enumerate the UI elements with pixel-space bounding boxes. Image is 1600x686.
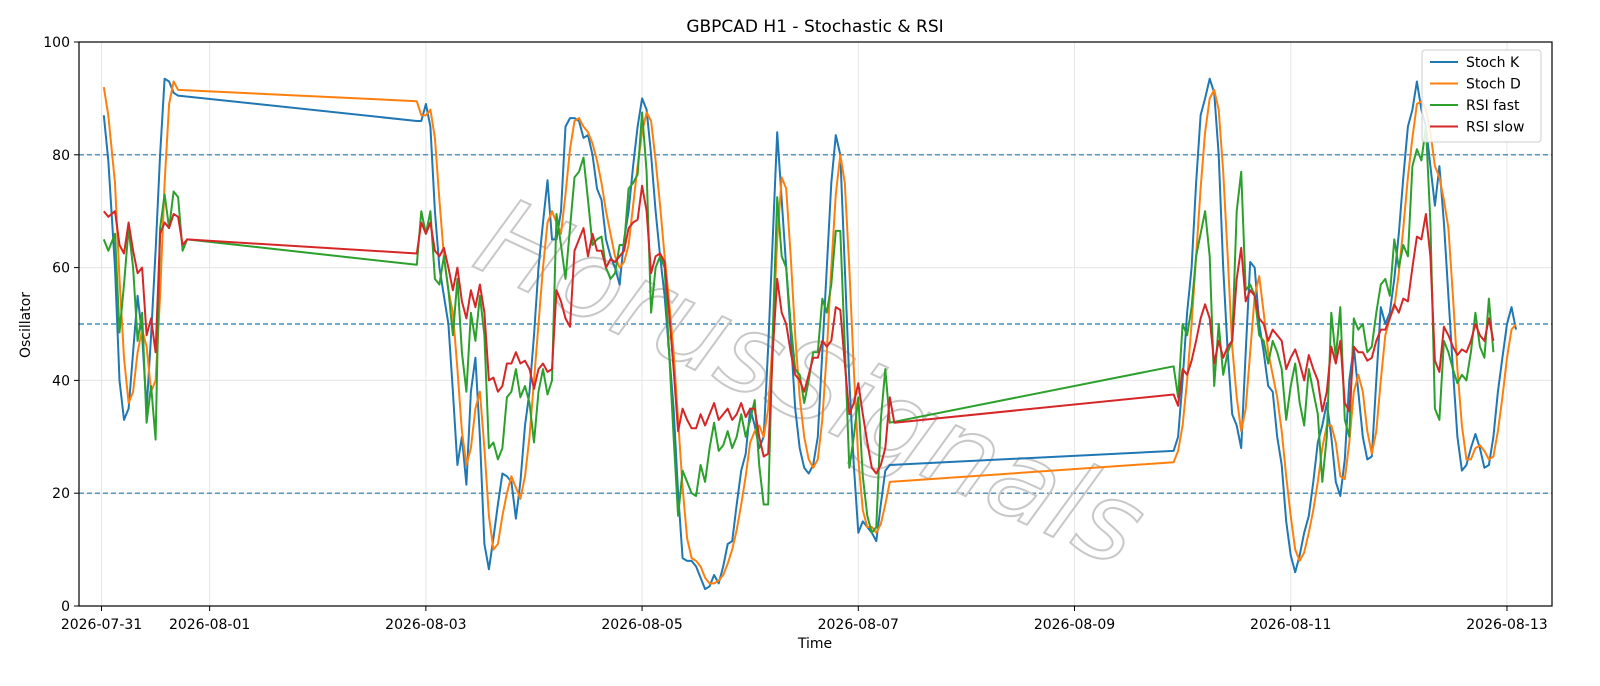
- x-tick-label: 2026-08-01: [169, 617, 250, 633]
- series-line: [103, 184, 1495, 475]
- x-tick-label: 2026-08-13: [1466, 617, 1547, 633]
- legend-label: Stoch D: [1466, 77, 1521, 93]
- x-tick-label: 2026-07-31: [61, 617, 142, 633]
- y-tick-label: 60: [52, 261, 70, 277]
- y-axis-ticks: 0 20 40 60 80 100: [43, 35, 79, 615]
- x-axis-ticks: 2026-07-31 2026-08-01 2026-08-03 2026-08-05…: [61, 606, 1548, 633]
- x-axis-label: Time: [797, 636, 832, 652]
- series-line: [102, 111, 1495, 534]
- y-tick-label: 80: [52, 148, 70, 164]
- x-tick-label: 2026-08-07: [818, 617, 899, 633]
- x-tick-label: 2026-08-11: [1250, 617, 1331, 633]
- y-tick-label: 100: [43, 35, 70, 51]
- legend-label: RSI fast: [1466, 98, 1520, 114]
- reference-lines: [79, 154, 1552, 494]
- x-tick-label: 2026-08-09: [1034, 617, 1115, 633]
- chart-title: GBPCAD H1 - Stochastic & RSI: [686, 17, 943, 37]
- plot-frame: [78, 41, 1553, 607]
- legend-box: [1421, 49, 1542, 143]
- series-lines: [102, 77, 1517, 591]
- y-tick-label: 40: [52, 373, 70, 389]
- x-tick-label: 2026-08-03: [385, 617, 466, 633]
- series-line: [102, 80, 1517, 585]
- y-tick-label: 0: [61, 599, 70, 615]
- x-tick-label: 2026-08-05: [601, 617, 682, 633]
- legend: Stoch K Stoch D RSI fast RSI slow: [1421, 49, 1542, 143]
- legend-label: Stoch K: [1466, 55, 1520, 71]
- y-axis-label: Oscillator: [18, 292, 34, 358]
- legend-label: RSI slow: [1466, 120, 1524, 136]
- y-tick-label: 20: [52, 486, 70, 502]
